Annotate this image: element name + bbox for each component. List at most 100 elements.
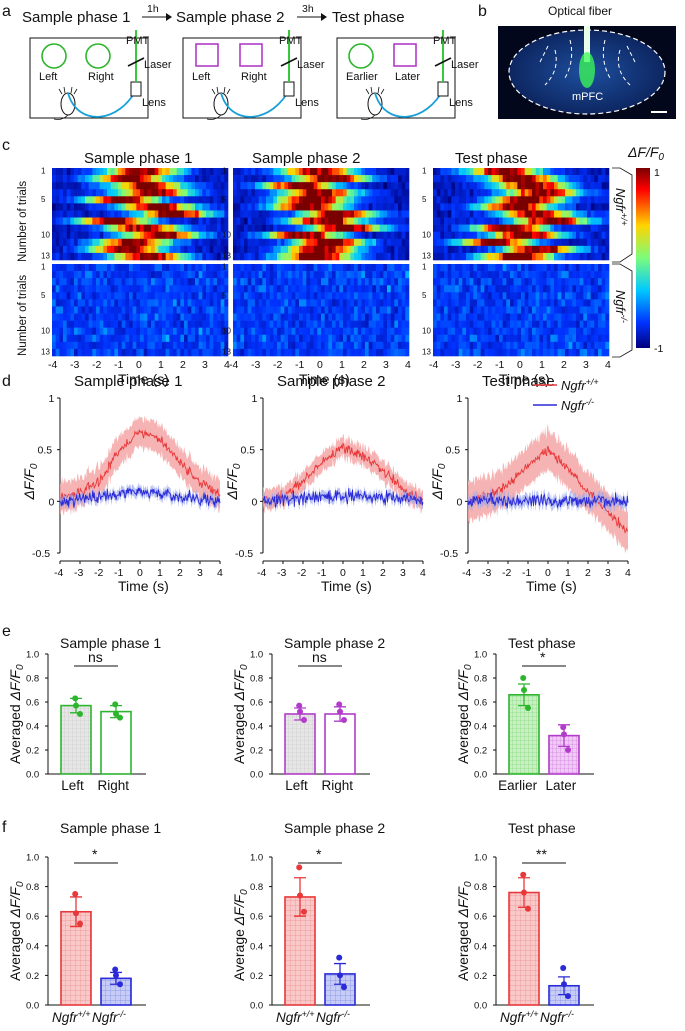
bar-ytick: 1.0 [26,650,39,661]
mirror-icon [127,57,145,67]
phase-title-2: Sample phase 2 [176,9,284,26]
sem-band-wt [468,424,628,554]
bar-ytick: 0.6 [26,912,39,923]
data-point [117,981,123,988]
heatmap-xlabel: Time (s) [299,371,350,387]
legend-label-wt: Ngfr+/+ [561,377,599,393]
heatmap-ytick: 13 [422,252,431,261]
pmt-label: PMT [433,35,457,47]
line-xtick: 4 [420,567,426,579]
bar-chart-title: Sample phase 1 [60,820,161,836]
heatmap-xtick: 3 [583,359,589,371]
bar-chart-title: Test phase [508,820,576,836]
bar-ytick: 0.6 [250,912,263,923]
bar-ytick: 0.8 [26,882,39,893]
heatmap-xtick: 0 [317,359,323,371]
heatmap-ytick: 1 [41,263,46,272]
heatmap-title-1: Sample phase 1 [84,150,192,167]
data-point [561,981,567,988]
sem-band-ko [468,486,628,515]
heatmap-xtick: 1 [158,359,164,371]
line-xtick: -3 [482,567,491,579]
apparatus-box-3: Earlier Later PMT Laser Lens [336,30,479,120]
line-xtick: 3 [197,567,203,579]
line-xtick: 3 [605,567,611,579]
bar [100,977,132,1006]
object-label-right: Right [241,71,267,83]
line-xtick: 2 [585,567,591,579]
heatmap-xtick: -3 [451,359,460,371]
bar-ytick: 0.8 [250,882,263,893]
object-label-right: Later [395,71,420,83]
data-point [341,717,347,723]
bar-ytick: 0.2 [474,971,487,982]
bar-ytick: 0.2 [474,746,487,757]
data-point [296,702,303,709]
bar-ytick: 0.0 [474,770,487,781]
heatmap-1-wt: 1 5 10 13 [41,167,229,261]
heatmap-xtick: -4 [429,359,438,371]
bar [100,710,132,775]
bar-ytick: 0.4 [26,941,39,952]
bar-ytick: 0.2 [26,971,39,982]
line-xtick: 1 [360,567,366,579]
heatmap-ytick: 10 [422,326,431,335]
line-ytick: -0.5 [235,548,253,560]
line-ytick: 0.5 [38,445,53,457]
heatmap-ytick: 5 [222,195,227,204]
bar-ytick: 0.4 [250,941,263,952]
panel-letter-b: b [478,3,487,20]
heatmap-title-2: Sample phase 2 [252,150,360,167]
pmt-label: PMT [279,35,303,47]
heatmap-ytick: 5 [422,291,427,300]
panel-letter-d: d [2,373,11,390]
heatmap-xtick: 4 [405,359,411,371]
bar-ylabel: Average ΔF/F0 [231,889,250,981]
line-xtick: -1 [114,567,123,579]
colorbar-tick-max: 1 [654,167,660,179]
line-xtick: -2 [502,567,511,579]
bar-category-label: Ngfr-/- [316,1009,350,1025]
panel-d: Sample phase 1 -0.5 0 0.5 1 -4 -3 -2 -1 0 1 2 3 4 Time… [21,373,631,594]
lens-label: Lens [142,97,166,109]
laser-label: Laser [144,59,172,71]
phase-title-1: Sample phase 1 [22,9,130,26]
object-label-left: Left [192,71,210,83]
data-point [525,705,531,711]
bar-ytick: 0.0 [26,1001,39,1012]
colorbar-title: ΔF/F0 [627,144,664,163]
fiber-signal-glow [579,52,595,88]
heatmap-xaxis-3: -4 -3 -2 -1 0 1 2 3 4 Time (s) [429,359,611,387]
significance-label: ** [536,846,547,862]
bar-ytick: 0.4 [250,722,263,733]
bar-panels: Sample phase 10.00.20.40.60.81.0Averaged… [7,635,594,1025]
bar-ytick: 0.0 [250,1001,263,1012]
line-ylabel: ΔF/F0 [21,463,40,500]
line-xlabel: Time (s) [526,578,577,594]
object-square-icon [195,43,219,67]
colorbar-tick-min: -1 [654,343,663,355]
significance-label: * [92,846,98,862]
series-line-wt [262,442,424,505]
line-xtick: -3 [277,567,286,579]
heatmap-xaxis-2: -4 -3 -2 -1 0 1 2 3 4 Time (s) [229,359,411,387]
data-point [525,905,531,912]
laser-label: Laser [297,59,325,71]
bar-ytick: 1.0 [250,853,263,864]
bar-ytick: 0.6 [474,698,487,709]
genotype-label-ko: Ngfr-/- [613,290,629,323]
heatmap-ytick: 13 [222,252,231,261]
genotype-label-wt: Ngfr+/+ [613,188,629,226]
bar-ytick: 1.0 [26,853,39,864]
bar-chart-f-2: Sample phase 2 0.0 0.2 0.4 0.6 0.8 1.0 Average … [231,820,385,1025]
heatmap-xaxis-1: -4 -3 -2 -1 0 1 2 3 4 Time (s) [48,359,230,387]
bar-category-label: Ngfr-/- [540,1009,574,1025]
delay-label-1: 1h [147,3,159,15]
data-point [113,711,119,717]
data-point [561,731,567,738]
bar-category-label: Left [61,778,84,793]
line-chart-1: Sample phase 1 -0.5 0 0.5 1 -4 -3 -2 -1 0 1 2 3 4 Time… [21,373,223,594]
heatmap-xtick: -3 [70,359,79,371]
bar-ytick: 1.0 [474,650,487,661]
line-xtick: -2 [297,567,306,579]
